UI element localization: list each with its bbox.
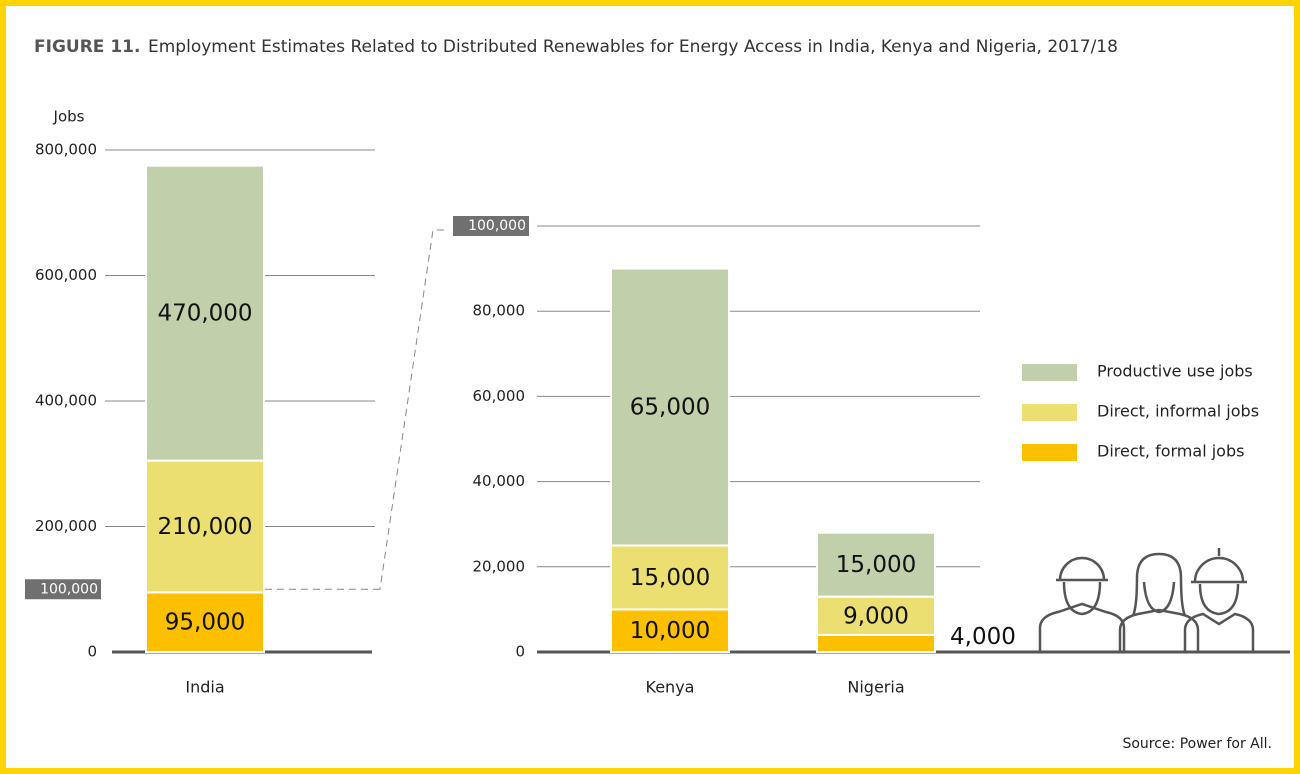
- data-label: 210,000: [157, 514, 252, 540]
- chart: FIGURE 11. Employment Estimates Related …: [0, 0, 1300, 774]
- data-label: 65,000: [630, 395, 710, 421]
- data-label: 15,000: [836, 552, 916, 578]
- y-tick-label: 0: [515, 643, 525, 661]
- zoom-tick: 100,000: [453, 216, 529, 236]
- legend-swatch: [1022, 364, 1077, 381]
- y-tick-label: 80,000: [473, 302, 526, 320]
- legend-label: Direct, formal jobs: [1097, 442, 1244, 461]
- zoom-tick-label: 100,000: [468, 218, 526, 234]
- data-label: 10,000: [630, 618, 710, 644]
- x-tick-label: Kenya: [646, 678, 695, 697]
- bar-segment: [817, 635, 935, 652]
- y-tick-label: 60,000: [473, 387, 526, 405]
- y-tick-label: 40,000: [473, 472, 526, 490]
- figure-label: FIGURE 11.: [34, 37, 140, 57]
- chart-title: Employment Estimates Related to Distribu…: [148, 37, 1118, 57]
- y-axis-label: Jobs: [53, 108, 85, 126]
- data-label: 95,000: [165, 610, 245, 636]
- y-tick-label: 200,000: [35, 517, 97, 535]
- zoom-tick: 100,000: [25, 579, 101, 599]
- legend-swatch: [1022, 404, 1077, 421]
- x-tick-label: Nigeria: [847, 678, 904, 697]
- y-tick-label: 400,000: [35, 392, 97, 410]
- legend-label: Direct, informal jobs: [1097, 402, 1259, 421]
- y-tick-label: 20,000: [473, 557, 526, 575]
- legend-swatch: [1022, 444, 1077, 461]
- zoom-tick-label: 100,000: [40, 581, 98, 597]
- y-tick-label: 0: [87, 643, 97, 661]
- data-label: 4,000: [950, 624, 1016, 650]
- data-label: 470,000: [157, 301, 252, 327]
- x-tick-label: India: [185, 678, 224, 697]
- y-tick-label: 600,000: [35, 266, 97, 284]
- data-label: 9,000: [843, 603, 909, 629]
- source: Source: Power for All.: [1122, 736, 1272, 752]
- legend-label: Productive use jobs: [1097, 362, 1253, 381]
- y-tick-label: 800,000: [35, 141, 97, 159]
- data-label: 15,000: [630, 565, 710, 591]
